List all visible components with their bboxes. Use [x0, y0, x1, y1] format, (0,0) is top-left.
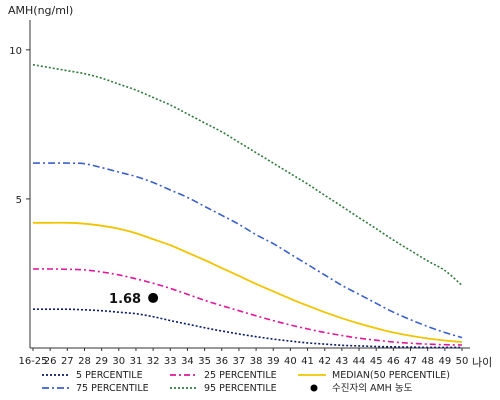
series-line-95-percentile	[32, 63, 463, 287]
legend-label: 수진자의 AMH 농도	[332, 383, 413, 394]
x-tick-label: 50	[456, 356, 469, 367]
y-tick-label: 10	[9, 46, 22, 57]
x-tick-label: 48	[421, 356, 434, 367]
legend-label: MEDIAN(50 PERCENTILE)	[332, 370, 450, 381]
legend-item: 95 PERCENTILE	[170, 383, 277, 394]
patient-amh-value-label: 1.68	[109, 292, 141, 307]
series-group	[32, 63, 463, 349]
x-tick-label: 42	[318, 356, 331, 367]
x-tick-label: 46	[387, 356, 400, 367]
x-tick-label: 29	[95, 356, 108, 367]
x-tick-label: 27	[61, 356, 74, 367]
patient-marker-group: 1.68	[109, 292, 159, 307]
y-tick-label: 5	[16, 195, 22, 206]
legend-label: 95 PERCENTILE	[204, 383, 277, 394]
x-tick-label: 40	[284, 356, 297, 367]
legend-item: MEDIAN(50 PERCENTILE)	[298, 370, 450, 381]
legend-label: 25 PERCENTILE	[204, 370, 277, 381]
y-ticks-group: 5 10	[9, 46, 30, 206]
series-line-median-50-percentile	[33, 221, 463, 343]
x-tick-label: 30	[112, 356, 125, 367]
x-tick-label: 35	[198, 356, 211, 367]
x-tick-label: 43	[336, 356, 349, 367]
axes-group: AMH(ng/ml) 나이	[8, 4, 492, 369]
x-tick-label: 49	[438, 356, 451, 367]
x-tick-label: 32	[147, 356, 160, 367]
x-tick-label: 45	[370, 356, 383, 367]
x-tick-label: 16-25	[18, 356, 47, 367]
x-tick-label: 44	[353, 356, 366, 367]
x-tick-label: 28	[78, 356, 91, 367]
x-tick-label: 33	[164, 356, 177, 367]
x-tick-label: 39	[267, 356, 280, 367]
x-axis-label: 나이	[472, 356, 492, 369]
x-tick-label: 37	[233, 356, 246, 367]
x-tick-label: 38	[250, 356, 263, 367]
series-line-5-percentile	[33, 308, 462, 349]
legend-item: 75 PERCENTILE	[42, 383, 149, 394]
patient-amh-point	[148, 292, 159, 303]
legend-marker-swatch	[310, 384, 318, 392]
series-line-75-percentile	[33, 162, 463, 339]
x-tick-label: 36	[215, 356, 228, 367]
y-axis-label: AMH(ng/ml)	[8, 4, 73, 17]
x-tick-label: 34	[181, 356, 194, 367]
legend-item: 25 PERCENTILE	[170, 370, 277, 381]
x-tick-label: 47	[404, 356, 417, 367]
series-line-25-percentile	[32, 268, 463, 346]
legend: 5 PERCENTILE 25 PERCENTILE MEDIAN(50 PERCE…	[42, 370, 450, 394]
legend-label: 5 PERCENTILE	[76, 370, 143, 381]
legend-label: 75 PERCENTILE	[76, 383, 149, 394]
x-tick-label: 41	[301, 356, 314, 367]
x-tick-label: 26	[44, 356, 57, 367]
legend-item: 5 PERCENTILE	[42, 370, 143, 381]
x-tick-label: 31	[130, 356, 143, 367]
legend-item: 수진자의 AMH 농도	[310, 383, 413, 394]
